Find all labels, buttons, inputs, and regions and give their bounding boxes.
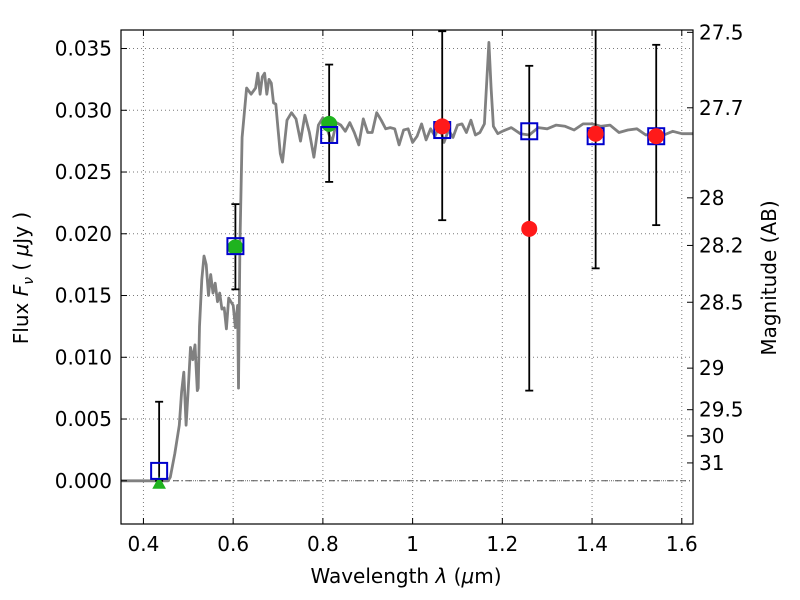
y-axis-label-open: (: [9, 256, 33, 277]
y-tick-label: 0.000: [55, 469, 112, 493]
x-axis-label-lambda: λ: [434, 564, 447, 588]
upper-limit-triangle-marker: [152, 476, 166, 489]
axis-ticks: 0.4 0.6 0.8 1 1.2 1.4 1.6 0.000 0.005 0.010 0.015 0…: [55, 20, 744, 556]
magnitude-tick-label: 28: [699, 186, 724, 210]
x-axis-label: Wavelength λ (μm): [310, 564, 501, 588]
x-tick-label: 1.2: [486, 532, 518, 556]
magnitude-tick-label: 29: [699, 356, 724, 380]
x-tick-label: 0.6: [217, 532, 249, 556]
detection-circle-marker: [521, 220, 538, 237]
x-axis-label-unit: m): [474, 564, 501, 588]
magnitude-tick-label: 27.7: [699, 96, 744, 120]
x-tick-label: 0.4: [128, 532, 160, 556]
y-axis-label-mu: μ: [9, 244, 33, 258]
y-axis-label-unit: Jy ): [9, 212, 33, 246]
optical-circle-marker: [227, 239, 244, 256]
magnitude-tick-label: 29.5: [699, 398, 744, 422]
magnitude-tick-label: 28.2: [699, 233, 744, 257]
model-square-marker: [226, 237, 245, 256]
y-tick-label: 0.005: [55, 407, 112, 431]
magnitude-tick-label: 30: [699, 424, 724, 448]
y-tick-label: 0.015: [55, 284, 112, 308]
model-square-marker: [320, 125, 339, 144]
y-tick-label: 0.030: [55, 98, 112, 122]
magnitude-axis-label: Magnitude (AB): [757, 200, 781, 355]
y-axis-label: Flux Fν ( μJy ): [9, 212, 37, 344]
grid-lines: [121, 30, 693, 524]
x-axis-label-mu: μ: [460, 564, 474, 588]
x-tick-label: 1.4: [576, 532, 608, 556]
detection-circle-marker: [648, 128, 665, 145]
y-axis-label-prefix: Flux: [9, 296, 33, 344]
x-axis-label-open: (: [447, 564, 461, 588]
photometry-markers: [150, 115, 666, 489]
detection-circle-marker: [434, 118, 451, 135]
detection-circle-marker: [587, 125, 604, 142]
x-tick-label: 1: [406, 532, 419, 556]
x-tick-label: 0.8: [307, 532, 339, 556]
y-axis-label-nu: ν: [21, 277, 37, 285]
magnitude-tick-label: 31: [699, 451, 724, 475]
plot-frame: [120, 29, 694, 525]
magnitude-tick-label: 27.5: [699, 20, 744, 44]
y-tick-label: 0.010: [55, 345, 112, 369]
magnitude-tick-label: 28.5: [699, 290, 744, 314]
y-tick-label: 0.020: [55, 222, 112, 246]
y-tick-label: 0.025: [55, 160, 112, 184]
optical-circle-marker: [321, 115, 338, 132]
model-square-marker: [520, 122, 539, 141]
y-tick-label: 0.035: [55, 37, 112, 61]
x-tick-label: 1.6: [666, 532, 698, 556]
model-square-marker: [150, 461, 169, 480]
x-axis-label-prefix: Wavelength: [310, 564, 435, 588]
y-axis-label-f: F: [9, 284, 33, 296]
